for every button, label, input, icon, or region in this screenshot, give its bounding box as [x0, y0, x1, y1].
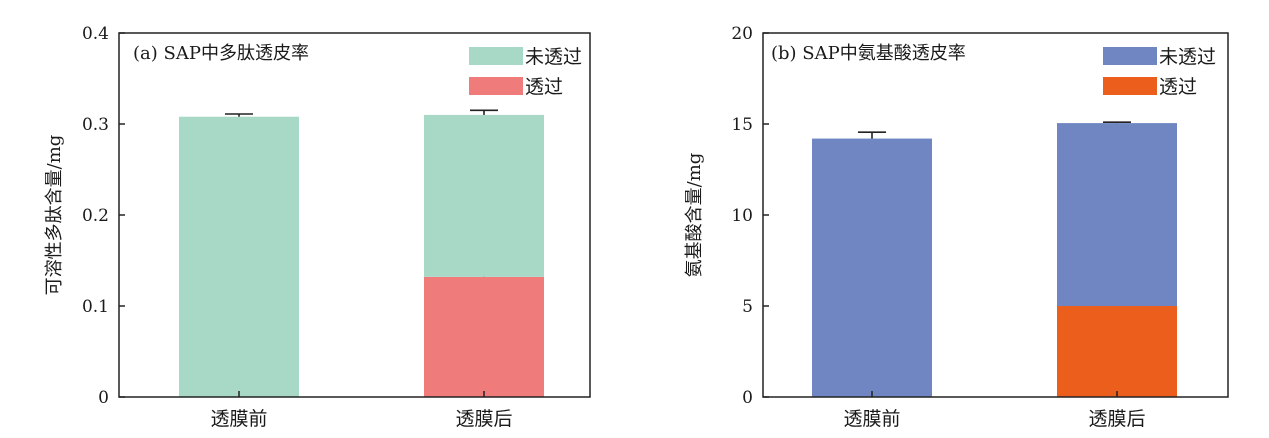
x-category-label-1-0: 透膜前	[843, 408, 900, 430]
legend-swatch-1-1	[1103, 77, 1157, 95]
error-bar-1-0-1	[858, 131, 886, 139]
panel-title-1: (b) SAP中氨基酸透皮率	[771, 43, 966, 64]
x-category-label-0-0: 透膜前	[210, 408, 267, 430]
y-tick-label-1-0: 0	[742, 388, 753, 408]
bar-0-1-1	[424, 114, 544, 277]
y-tick-label-1-1: 5	[742, 297, 753, 317]
x-category-label-1-1: 透膜后	[1088, 408, 1145, 430]
y-axis-label-1: 氨基酸含量/mg	[684, 153, 705, 278]
chart-panel-1: 0 5 10 15 20 透膜前 透膜后 氨基酸含量/mg (b) SAP中氨基酸透皮率 未透过透…	[684, 24, 1229, 430]
y-tick-label-1-3: 15	[731, 115, 753, 135]
bar-0-0-1	[179, 116, 299, 397]
panel-title-0: (a) SAP中多肽透皮率	[133, 43, 309, 64]
y-tick-label-0-2: 0.2	[82, 206, 109, 226]
legend-label-0-0: 未透过	[525, 46, 582, 68]
x-category-label-0-1: 透膜后	[455, 408, 512, 430]
legend-label-1-0: 未透过	[1159, 46, 1216, 68]
bar-0-1-0	[424, 276, 544, 397]
error-bar-0-1-1	[470, 109, 498, 115]
y-tick-label-0-4: 0.4	[82, 24, 109, 44]
error-bar-0-0-1	[225, 113, 253, 117]
bar-1-0-1	[812, 138, 932, 397]
legend-label-1-1: 透过	[1159, 76, 1197, 98]
legend-swatch-1-0	[1103, 47, 1157, 65]
bar-1-1-1	[1057, 123, 1177, 306]
y-tick-label-0-3: 0.3	[82, 115, 109, 135]
legend-swatch-0-1	[469, 77, 523, 95]
legend-swatch-0-0	[469, 47, 523, 65]
y-tick-label-1-4: 20	[731, 24, 753, 44]
error-bar-1-1-1	[1103, 121, 1131, 124]
y-tick-label-0-1: 0.1	[82, 297, 109, 317]
y-tick-label-0-0: 0	[98, 388, 109, 408]
y-axis-label-0: 可溶性多肽含量/mg	[44, 135, 65, 296]
bar-1-1-0	[1057, 306, 1177, 397]
chart-panel-0: 0 0.1 0.2 0.3 0.4 透膜前 透膜后 可溶性多肽含量/mg (a) SAP中多肽透…	[44, 24, 591, 430]
legend-label-0-1: 透过	[525, 76, 563, 98]
y-tick-label-1-2: 10	[731, 206, 753, 226]
